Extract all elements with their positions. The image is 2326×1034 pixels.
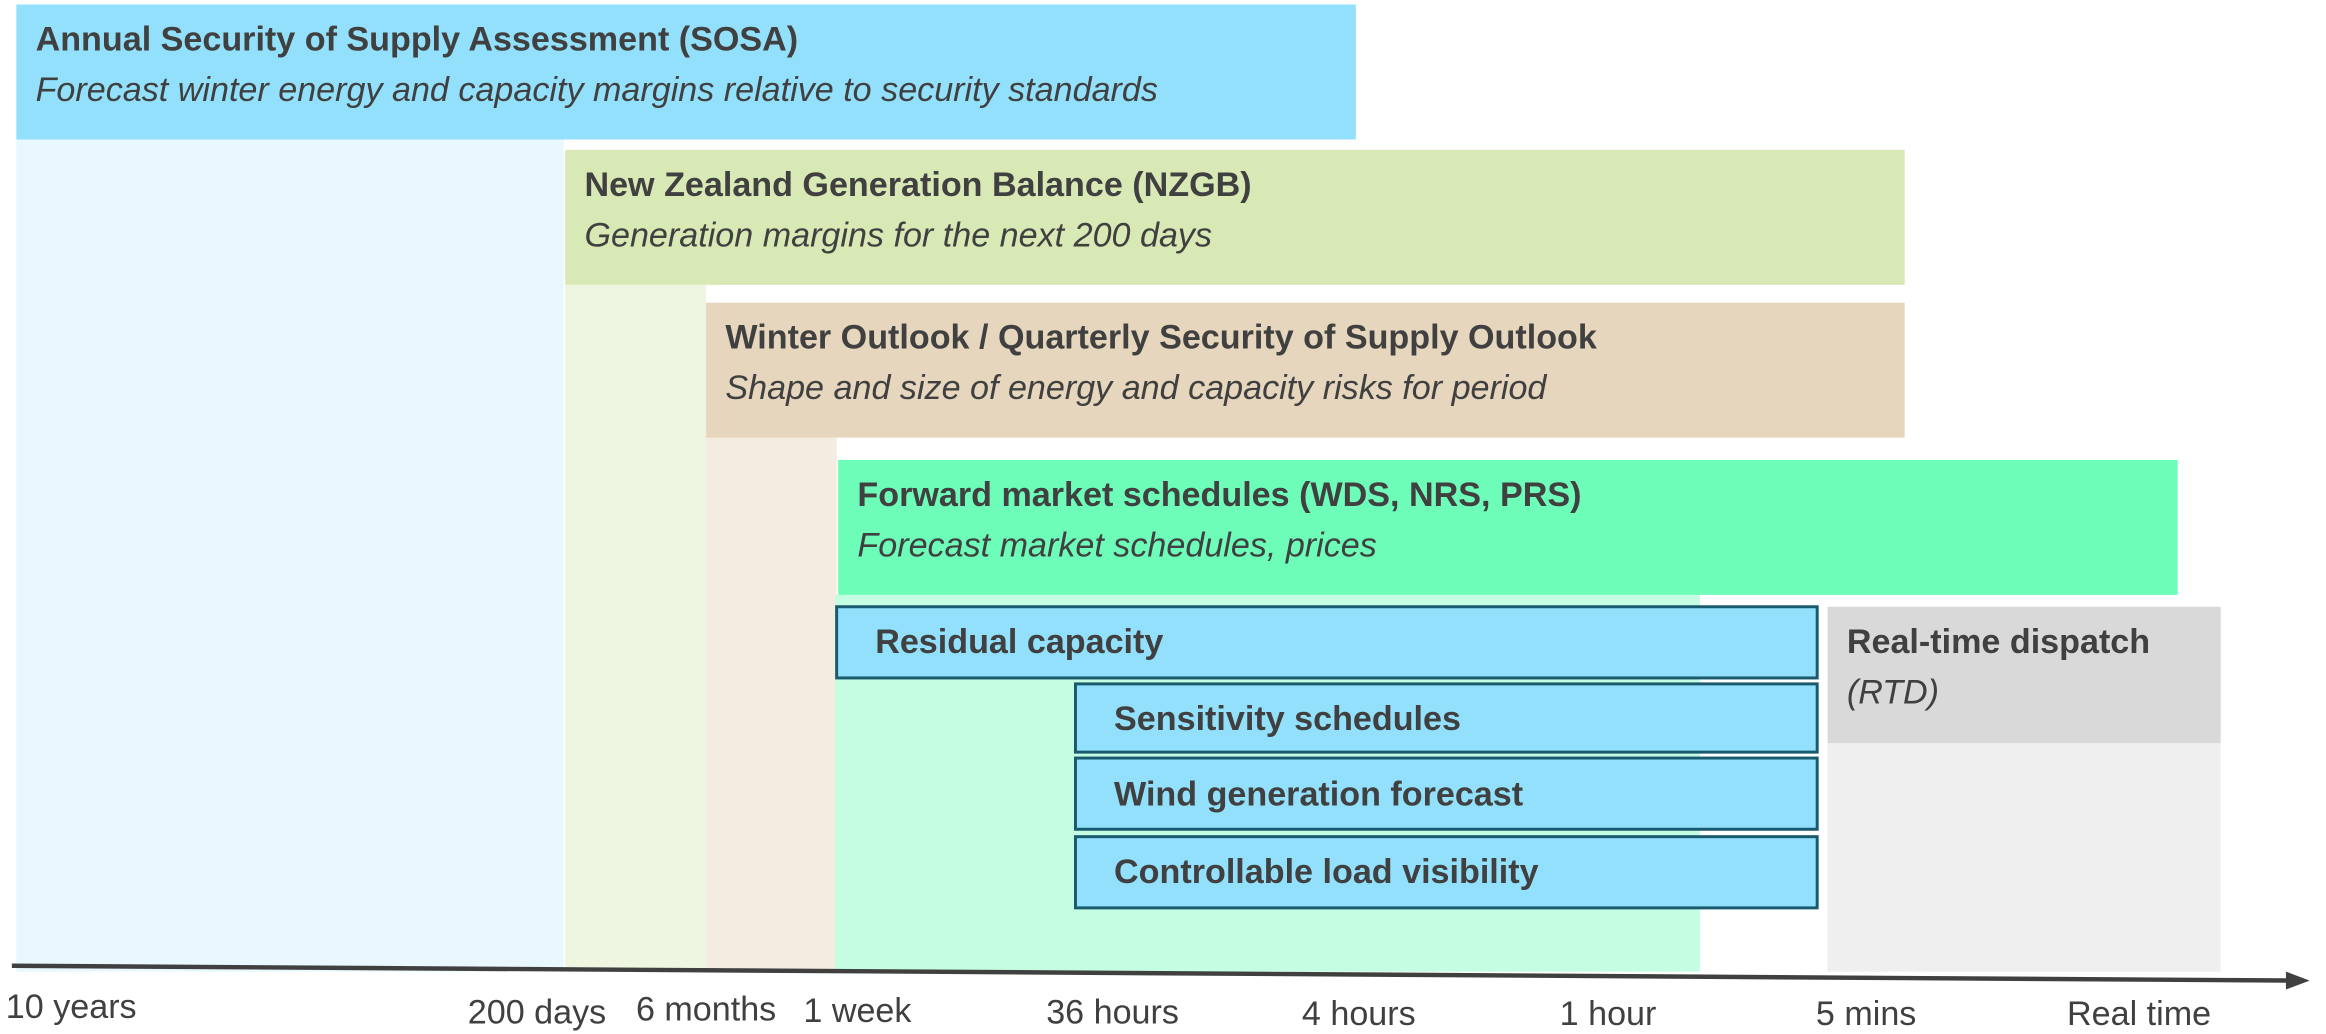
rtd-box [1827,606,2221,744]
timeline-label: 1 hour [1560,995,1657,1033]
sensitivity-box [1073,682,1819,754]
axis-arrow [2285,971,2310,990]
timeline-label: 5 mins [1816,995,1916,1033]
block-title: Sensitivity schedules [1114,700,1461,738]
block-title: New Zealand Generation Balance (NZGB) [584,166,1251,204]
block-subtitle: (RTD) [1847,673,1939,711]
block-subtitle: Forecast market schedules, prices [857,526,1376,564]
sosa-box [16,4,1356,140]
residual-box [835,605,1819,680]
timeline-label: 6 months [636,991,776,1029]
timeline-label: 36 hours [1046,994,1179,1032]
load-box [1073,835,1819,910]
sosa-span [16,139,564,972]
winter-span [706,437,837,972]
wind-box [1073,756,1819,831]
winter-box [706,302,1905,438]
block-subtitle: Shape and size of energy and capacity ri… [725,369,1547,407]
timeline-axis [11,963,2292,983]
timeline-label: 4 hours [1302,995,1416,1033]
block-subtitle: Forecast winter energy and capacity marg… [36,71,1158,109]
timeline-label: 10 years [6,988,137,1026]
block-title: Wind generation forecast [1114,776,1523,814]
nzgb-box [565,149,1905,285]
block-title: Forward market schedules (WDS, NRS, PRS) [857,476,1581,514]
block-title: Real-time dispatch [1847,623,2150,661]
nzgb-span [565,284,707,972]
block-title: Winter Outlook / Quarterly Security of S… [725,319,1597,357]
block-title: Controllable load visibility [1114,853,1539,891]
block-title: Residual capacity [875,623,1163,661]
block-subtitle: Generation margins for the next 200 days [584,216,1212,254]
rtd-span [1827,743,2221,972]
timeline-label: 200 days [468,994,606,1032]
timeline-label: Real time [2067,995,2211,1033]
block-title: Annual Security of Supply Assessment (SO… [36,21,799,59]
forward-box [838,459,2178,595]
timeline-label: 1 week [803,992,912,1030]
